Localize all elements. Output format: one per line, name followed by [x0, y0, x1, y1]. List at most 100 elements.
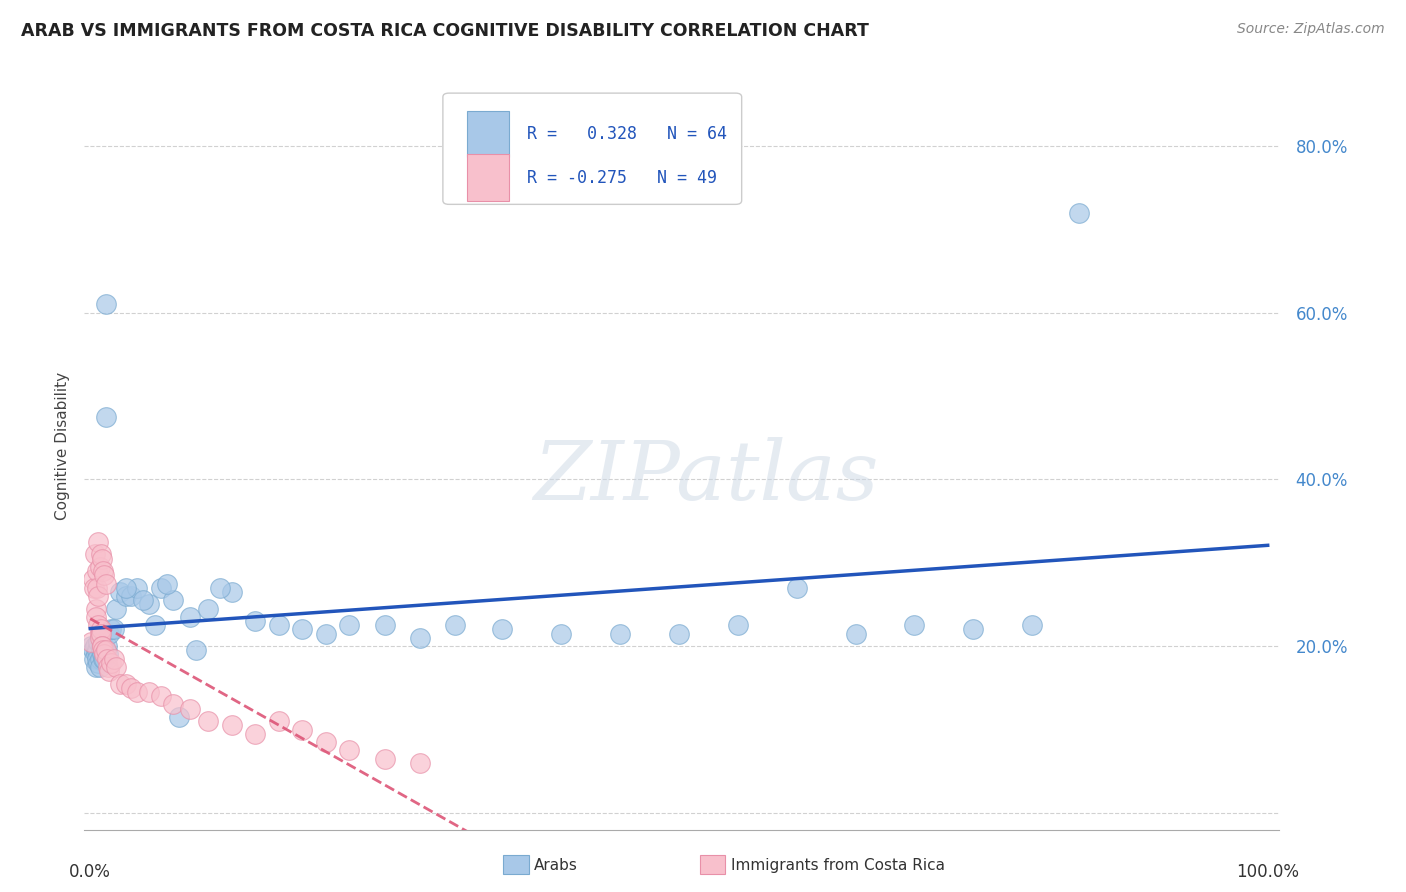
FancyBboxPatch shape	[467, 111, 509, 157]
Point	[89, 560, 111, 574]
Text: ZIPatlas: ZIPatlas	[533, 437, 879, 516]
Point	[93, 648, 115, 662]
Point	[167, 710, 190, 724]
Point	[84, 660, 107, 674]
Point	[84, 610, 107, 624]
Point	[93, 639, 115, 653]
Point	[97, 660, 120, 674]
Point	[315, 626, 337, 640]
Text: Immigrants from Costa Rica: Immigrants from Costa Rica	[731, 858, 945, 872]
Point	[315, 735, 337, 749]
Point	[82, 643, 104, 657]
Point	[221, 718, 243, 732]
Point	[444, 618, 467, 632]
Point	[94, 576, 117, 591]
Point	[91, 643, 114, 657]
Point	[179, 701, 201, 715]
Point	[94, 643, 117, 657]
Text: Arabs: Arabs	[534, 858, 578, 872]
Point	[143, 618, 166, 632]
Point	[89, 631, 111, 645]
Point	[114, 589, 136, 603]
Point	[291, 623, 314, 637]
Point	[98, 626, 121, 640]
Text: 0.0%: 0.0%	[69, 863, 111, 881]
Point	[91, 648, 114, 662]
Text: R = -0.275   N = 49: R = -0.275 N = 49	[527, 169, 717, 186]
Point	[83, 651, 105, 665]
Point	[93, 568, 115, 582]
Point	[84, 601, 107, 615]
Point	[120, 589, 142, 603]
Point	[108, 676, 131, 690]
Point	[94, 409, 117, 424]
Point	[89, 651, 111, 665]
Text: R =   0.328   N = 64: R = 0.328 N = 64	[527, 125, 727, 143]
Point	[132, 593, 155, 607]
Point	[491, 623, 513, 637]
Point	[291, 723, 314, 737]
Point	[374, 752, 396, 766]
Point	[127, 685, 149, 699]
Point	[87, 656, 110, 670]
Point	[409, 756, 432, 770]
Point	[91, 564, 114, 578]
Point	[903, 618, 925, 632]
Point	[100, 656, 122, 670]
Point	[337, 618, 360, 632]
Point	[149, 689, 172, 703]
Point	[138, 598, 160, 612]
Point	[197, 601, 219, 615]
Point	[114, 676, 136, 690]
Point	[105, 660, 128, 674]
Point	[103, 651, 125, 665]
Point	[86, 643, 108, 657]
Text: 100.0%: 100.0%	[1236, 863, 1299, 881]
Point	[98, 664, 121, 678]
Point	[91, 651, 114, 665]
Point	[114, 581, 136, 595]
Point	[91, 635, 114, 649]
Point	[89, 660, 111, 674]
Point	[609, 626, 631, 640]
Point	[80, 639, 103, 653]
Point	[208, 581, 231, 595]
Point	[156, 576, 179, 591]
Point	[84, 648, 107, 662]
Text: Source: ZipAtlas.com: Source: ZipAtlas.com	[1237, 22, 1385, 37]
Point	[243, 726, 266, 740]
Point	[82, 573, 104, 587]
Point	[162, 698, 184, 712]
FancyBboxPatch shape	[443, 93, 742, 204]
Point	[94, 297, 117, 311]
Point	[91, 639, 114, 653]
Point	[267, 618, 290, 632]
Point	[1069, 205, 1091, 219]
Point	[962, 623, 984, 637]
Point	[90, 548, 112, 562]
Point	[90, 626, 112, 640]
Point	[89, 626, 111, 640]
Point	[668, 626, 690, 640]
Point	[374, 618, 396, 632]
Point	[90, 623, 112, 637]
Point	[149, 581, 172, 595]
Point	[87, 534, 110, 549]
Point	[186, 643, 208, 657]
Point	[727, 618, 749, 632]
Point	[86, 581, 108, 595]
Point	[87, 618, 110, 632]
Point	[91, 643, 114, 657]
Point	[91, 639, 114, 653]
Point	[221, 585, 243, 599]
Point	[108, 585, 131, 599]
Point	[91, 551, 114, 566]
FancyBboxPatch shape	[467, 154, 509, 201]
Point	[96, 651, 118, 665]
Point	[138, 685, 160, 699]
Point	[162, 593, 184, 607]
Point	[84, 548, 107, 562]
Point	[87, 589, 110, 603]
Point	[100, 623, 122, 637]
Point	[1021, 618, 1043, 632]
